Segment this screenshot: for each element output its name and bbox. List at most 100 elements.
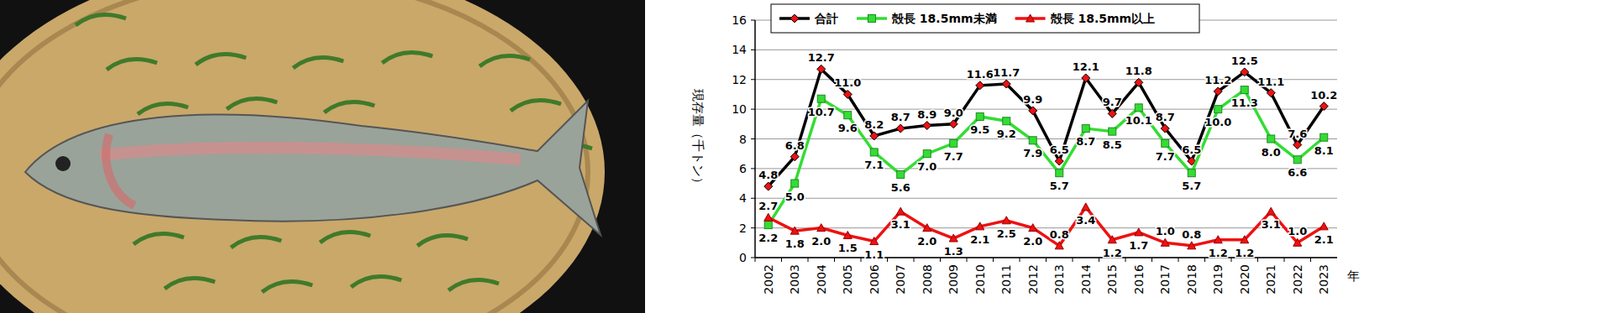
y-tick-label: 0 (739, 251, 747, 265)
legend-marker (790, 14, 799, 23)
point (897, 170, 905, 179)
leaf (510, 100, 562, 112)
point (1240, 68, 1249, 77)
leaf (164, 278, 216, 290)
data-label: 1.0 (1287, 225, 1307, 238)
x-tick (1284, 257, 1286, 263)
point (1134, 78, 1144, 87)
leaf (417, 236, 468, 247)
x-tick (1231, 257, 1233, 263)
point (817, 64, 826, 74)
leaf (448, 280, 499, 292)
x-tick-label: 2006 (867, 264, 882, 295)
y-tick-label: 6 (739, 162, 747, 176)
legend-label: 殻長 18.5mm以上 (1049, 11, 1156, 26)
data-label: 10.7 (807, 105, 835, 119)
x-tick (939, 257, 941, 263)
y-tick-label: 4 (739, 191, 747, 205)
point (1266, 207, 1275, 216)
point (1160, 124, 1170, 133)
point (923, 150, 931, 158)
point (1002, 117, 1011, 126)
x-tick-label: 2005 (840, 264, 855, 295)
data-label: 7.0 (917, 160, 937, 174)
data-label: 5.0 (785, 190, 805, 204)
x-tick-label: 2023 (1316, 264, 1331, 295)
data-label: 11.0 (834, 76, 861, 90)
point (1081, 73, 1091, 83)
leaf (262, 282, 313, 294)
data-label: 1.8 (785, 237, 805, 251)
x-tick-label: 2015 (1105, 264, 1119, 295)
data-label: 9.9 (1022, 93, 1043, 106)
data-label: 1.3 (944, 245, 964, 258)
point (817, 94, 825, 103)
x-tick-label: 2012 (1026, 264, 1040, 295)
point (1054, 241, 1064, 250)
data-label: 2.0 (811, 235, 831, 248)
x-tick-label: 2022 (1290, 264, 1305, 295)
point (975, 81, 985, 90)
data-label: 7.9 (1022, 146, 1043, 160)
point (1055, 169, 1064, 178)
point (870, 237, 879, 246)
leaf (479, 56, 530, 68)
series-line (768, 68, 1325, 187)
point (817, 224, 826, 232)
data-label: 0.8 (1049, 228, 1070, 242)
data-label: 2.7 (758, 199, 778, 213)
grid-line (755, 49, 1338, 51)
x-tick-label: 2016 (1132, 264, 1146, 295)
data-label: 8.7 (891, 110, 911, 124)
data-label: 1.2 (1234, 246, 1254, 260)
y-axis (754, 20, 756, 258)
x-tick-label: 2020 (1238, 264, 1252, 295)
point (1028, 224, 1038, 232)
data-label: 1.0 (1155, 225, 1176, 238)
leaf (351, 277, 402, 289)
x-tick (1098, 257, 1100, 263)
point (1160, 238, 1170, 247)
leaf (195, 54, 247, 66)
data-label: 6.6 (1287, 166, 1307, 179)
x-tick (755, 257, 756, 263)
point (1293, 156, 1301, 164)
data-label: 9.5 (970, 123, 990, 137)
point (1134, 104, 1143, 112)
data-label: 3.1 (891, 218, 911, 231)
point (949, 234, 958, 242)
plot-area (755, 20, 1338, 258)
data-label: 10.1 (1125, 114, 1153, 127)
point (1213, 236, 1223, 244)
point (1293, 238, 1302, 247)
leaf (324, 102, 375, 114)
point (1240, 86, 1249, 95)
point (1028, 106, 1038, 116)
leaf (320, 232, 371, 244)
point (764, 213, 773, 221)
point (1240, 236, 1249, 244)
x-tick (992, 257, 994, 263)
point (923, 121, 932, 131)
point (1001, 216, 1011, 225)
point (1161, 139, 1170, 147)
data-label: 11.6 (966, 68, 994, 81)
point (975, 112, 984, 121)
data-label: 8.2 (864, 118, 884, 132)
data-label: 9.0 (944, 106, 964, 120)
data-label: 11.2 (1204, 73, 1232, 87)
leaf (230, 237, 282, 249)
data-label: 2.1 (1314, 233, 1334, 247)
fish-stripe (100, 147, 521, 160)
data-label: 6.5 (1049, 143, 1070, 157)
point (1187, 241, 1197, 250)
data-label: 10.0 (1204, 115, 1232, 129)
point (764, 221, 772, 230)
data-label: 1.7 (1128, 239, 1149, 252)
point (1054, 157, 1064, 166)
x-tick (913, 257, 915, 263)
point (1001, 79, 1011, 89)
x-tick-label: 2013 (1052, 264, 1066, 295)
point (1134, 228, 1144, 237)
x-tick (1310, 257, 1312, 263)
